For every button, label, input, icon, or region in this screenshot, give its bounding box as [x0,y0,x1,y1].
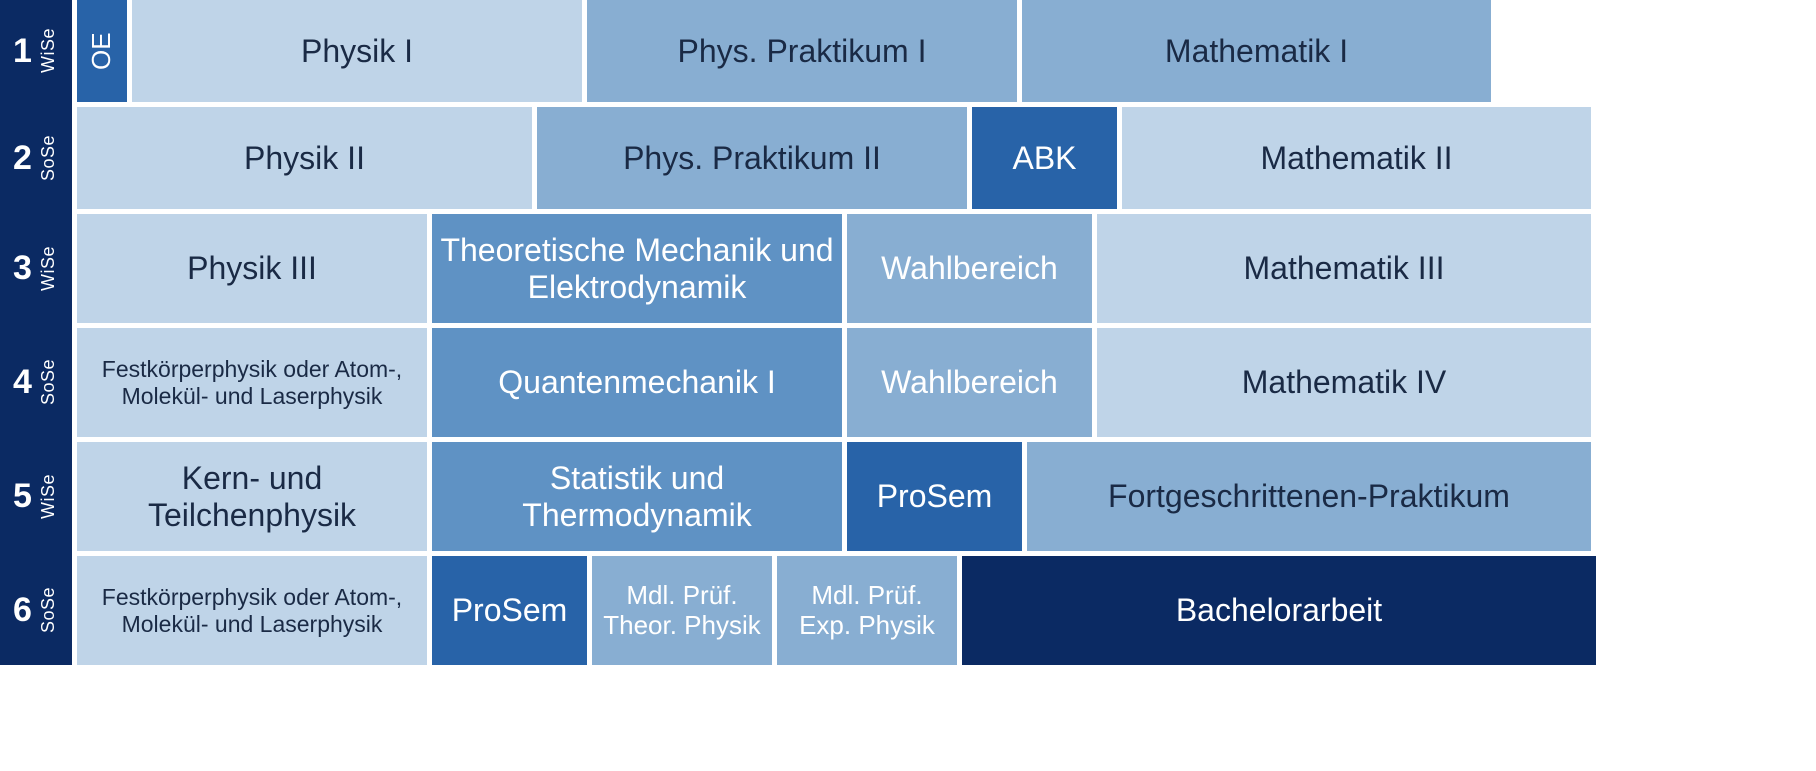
module-cell: Mathematik I [1022,0,1491,102]
semester-row-5: 5 WiSe Kern- und TeilchenphysikStatistik u… [0,442,1576,556]
semester-number: 3 [13,249,32,288]
module-cell: ProSem [847,442,1022,551]
module-cell: Mathematik II [1122,107,1591,209]
module-cell: Phys. Praktikum II [537,107,967,209]
semester-number: 5 [13,477,32,516]
module-cell: Quantenmechanik I [432,328,842,437]
semester-row-4: 4 SoSe Festkörperphysik oder Atom-, Molekü… [0,328,1576,442]
module-cell: Wahlbereich [847,328,1092,437]
semester-label: 1 WiSe [0,0,72,102]
semester-label: 3 WiSe [0,214,72,323]
semester-term: WiSe [38,474,59,519]
module-cell: Physik I [132,0,582,102]
semester-label: 6 SoSe [0,556,72,665]
semester-term: WiSe [38,246,59,291]
semester-term: SoSe [38,587,59,633]
module-cell: Statistik und Thermodynamik [432,442,842,551]
semester-number: 6 [13,591,32,630]
module-cell: Theoretische Mechanik und Elektrodynamik [432,214,842,323]
semester-label: 5 WiSe [0,442,72,551]
semester-term: SoSe [38,359,59,405]
module-cell: Physik II [77,107,532,209]
module-cell: Phys. Praktikum I [587,0,1017,102]
module-cell: ABK [972,107,1117,209]
module-cell: Bachelorarbeit [962,556,1596,665]
semester-term: SoSe [38,135,59,181]
module-cell: Wahlbereich [847,214,1092,323]
semester-number: 2 [13,139,32,178]
semester-term: WiSe [38,28,59,73]
semester-row-3: 3 WiSe Physik IIITheoretische Mechanik und… [0,214,1576,328]
semester-label: 2 SoSe [0,107,72,209]
semester-number: 4 [13,363,32,402]
module-cell: Physik III [77,214,427,323]
semester-row-6: 6 SoSe Festkörperphysik oder Atom-, Molekü… [0,556,1576,665]
module-cell: Mathematik IV [1097,328,1591,437]
module-cell: Mathematik III [1097,214,1591,323]
semester-row-1: 1 WiSe OEPhysik IPhys. Praktikum IMathemat… [0,0,1576,107]
module-cell: Festkörperphysik oder Atom-, Molekül- un… [77,328,427,437]
semester-row-2: 2SoSePhysik IIPhys. Praktikum IIABKMathe… [0,107,1576,214]
semester-number: 1 [13,32,32,71]
module-cell: OE [77,0,127,102]
module-cell: Mdl. Prüf. Exp. Physik [777,556,957,665]
module-cell: Festkörperphysik oder Atom-, Molekül- un… [77,556,427,665]
module-cell: Mdl. Prüf. Theor. Physik [592,556,772,665]
semester-label: 4 SoSe [0,328,72,437]
module-cell: ProSem [432,556,587,665]
module-cell: Fortgeschrittenen-Praktikum [1027,442,1591,551]
curriculum-plan: 1 WiSe OEPhysik IPhys. Praktikum IMathemat… [0,0,1576,771]
module-cell: Kern- und Teilchenphysik [77,442,427,551]
